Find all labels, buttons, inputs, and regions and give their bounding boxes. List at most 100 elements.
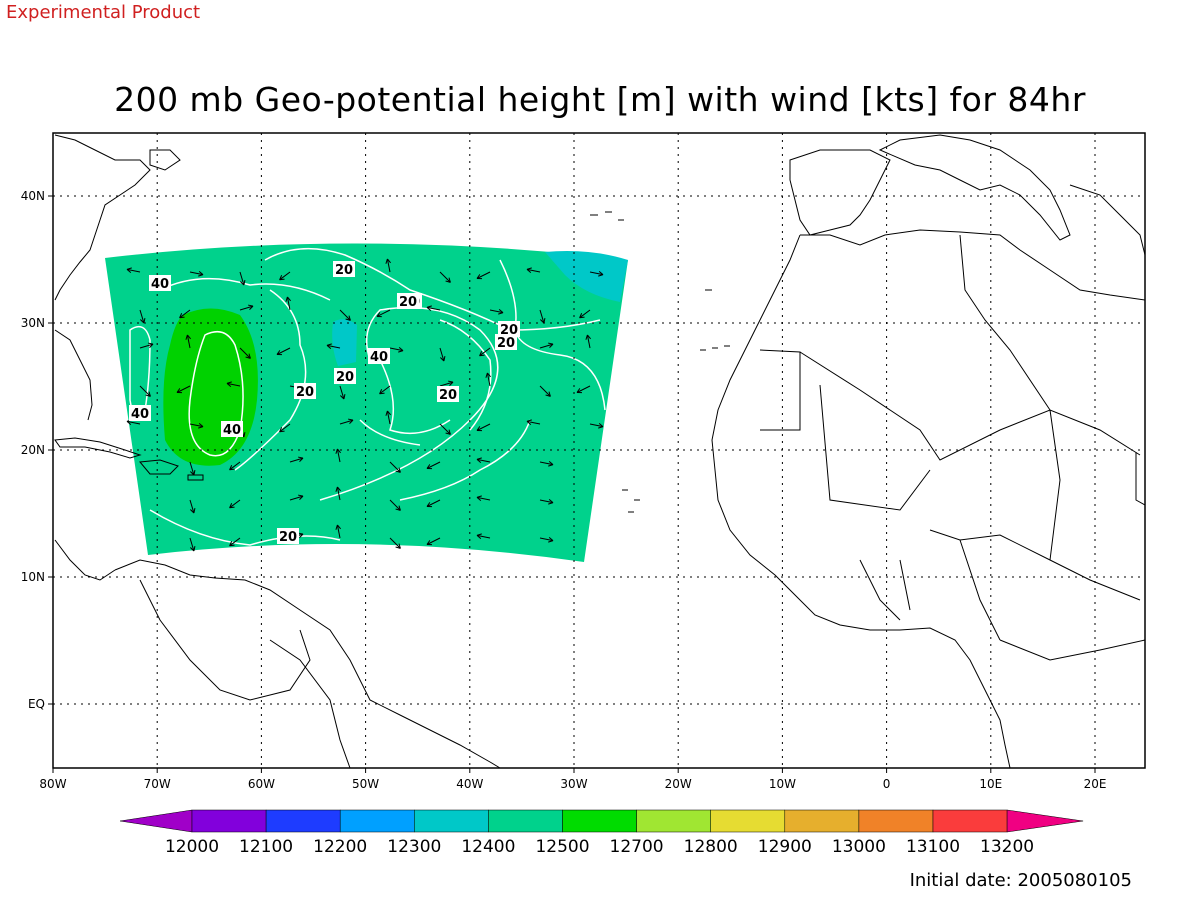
coastline-puerto-rico bbox=[187, 474, 204, 481]
wind-arrow bbox=[289, 456, 304, 463]
wind-arrow bbox=[335, 524, 341, 539]
colorbar-label: 12300 bbox=[387, 837, 441, 857]
contour-label: 40 bbox=[368, 348, 390, 365]
coastline-florida bbox=[54, 329, 93, 421]
wind-arrow bbox=[526, 419, 541, 425]
lon-label: 70W bbox=[144, 777, 171, 791]
wind-arrow bbox=[539, 309, 546, 324]
contour-label: 20 bbox=[397, 293, 419, 310]
wind-arrow bbox=[326, 343, 341, 349]
wind-arrow bbox=[279, 423, 291, 433]
page-title: 200 mb Geo-potential height [m] with win… bbox=[114, 80, 1086, 119]
wind-arrow bbox=[279, 271, 291, 281]
wind-arrow bbox=[476, 533, 491, 539]
colorbar-label: 12500 bbox=[535, 837, 589, 857]
wind-arrow bbox=[179, 309, 191, 319]
colorbar-label: 12800 bbox=[684, 837, 738, 857]
colorbar-swatch bbox=[339, 809, 415, 833]
border-south-america bbox=[139, 579, 311, 701]
wind-arrow bbox=[439, 423, 451, 435]
colorbar-swatch bbox=[562, 809, 637, 833]
island-canaries bbox=[700, 345, 730, 351]
island-cape-verde bbox=[622, 489, 640, 513]
wind-arrow bbox=[339, 385, 346, 400]
wind-arrow bbox=[476, 495, 491, 501]
colorbar-label: 12400 bbox=[461, 837, 515, 857]
contour-line bbox=[319, 306, 499, 501]
border-africa-3 bbox=[819, 384, 931, 511]
wind-arrow bbox=[539, 342, 554, 349]
lat-label: 10N bbox=[21, 570, 45, 584]
contour-line bbox=[234, 289, 307, 471]
coastline-north-america bbox=[54, 134, 151, 301]
contour-line bbox=[499, 259, 606, 411]
colorbar-swatch bbox=[932, 809, 1008, 833]
wind-arrow bbox=[126, 267, 141, 273]
wind-arrow bbox=[579, 309, 591, 319]
wind-arrow bbox=[189, 461, 196, 476]
lon-label: 10W bbox=[769, 777, 796, 791]
wind-arrow bbox=[229, 461, 241, 471]
wind-arrow bbox=[426, 499, 441, 508]
contour-line bbox=[439, 319, 492, 431]
svg-text:20: 20 bbox=[336, 370, 354, 385]
border-south-america-2 bbox=[269, 639, 351, 769]
lat-label: 40N bbox=[21, 189, 45, 203]
svg-text:40: 40 bbox=[223, 423, 241, 438]
lon-label: 30W bbox=[560, 777, 587, 791]
coastline-balkans bbox=[1069, 184, 1146, 256]
wind-arrow bbox=[389, 461, 401, 473]
contour-label: 20 bbox=[294, 383, 316, 400]
wind-arrow bbox=[476, 457, 491, 463]
wind-arrow bbox=[379, 385, 391, 395]
wind-arrow bbox=[229, 499, 241, 509]
wind-arrow bbox=[239, 347, 251, 359]
colorbar-swatch bbox=[488, 809, 563, 833]
wind-arrow bbox=[389, 499, 401, 511]
coastline-south-america bbox=[114, 559, 501, 769]
svg-text:40: 40 bbox=[370, 350, 388, 365]
colorbar-label: 12700 bbox=[610, 837, 664, 857]
border-africa-2 bbox=[799, 351, 1141, 461]
wind-arrow bbox=[189, 271, 204, 277]
colorbar-swatch bbox=[710, 809, 786, 833]
wind-arrow bbox=[276, 347, 291, 356]
wind-arrow bbox=[176, 385, 191, 394]
lon-label: 0 bbox=[883, 777, 891, 791]
coastline-africa bbox=[711, 229, 1146, 769]
contour-line bbox=[379, 359, 451, 435]
contour-line bbox=[149, 509, 341, 546]
wind-arrow bbox=[576, 385, 591, 394]
colorbar-label: 12900 bbox=[758, 837, 812, 857]
border-africa-6 bbox=[859, 539, 1001, 641]
colorbar-swatch bbox=[858, 809, 934, 833]
wind-arrow bbox=[376, 309, 391, 318]
coastline-europe bbox=[878, 134, 1071, 241]
colorbar-arrow-left bbox=[119, 809, 193, 833]
wind-arrow bbox=[439, 380, 454, 387]
coastline-nova-scotia bbox=[149, 149, 181, 171]
svg-text:20: 20 bbox=[399, 295, 417, 310]
wind-arrow bbox=[389, 537, 401, 549]
height-field-low-east bbox=[545, 251, 628, 302]
svg-text:40: 40 bbox=[131, 407, 149, 422]
wind-arrow bbox=[539, 461, 554, 467]
wind-arrow bbox=[335, 486, 341, 501]
lon-label: 60W bbox=[248, 777, 275, 791]
wind-arrow bbox=[139, 309, 146, 324]
wind-arrow bbox=[239, 304, 254, 311]
lat-lon-grid bbox=[53, 133, 1145, 768]
wind-arrow bbox=[485, 372, 491, 387]
wind-arrow bbox=[589, 271, 604, 277]
lon-label: 10E bbox=[979, 777, 1002, 791]
lon-label: 50W bbox=[352, 777, 379, 791]
wind-arrow bbox=[476, 271, 491, 280]
lon-label: 20W bbox=[665, 777, 692, 791]
contour-label: 40 bbox=[221, 421, 243, 438]
island-azores bbox=[590, 211, 624, 221]
coastline-central-america bbox=[54, 539, 116, 581]
lon-label: 40W bbox=[456, 777, 483, 791]
contour-label: 20 bbox=[277, 528, 299, 545]
wind-arrow bbox=[479, 347, 491, 357]
wind-arrow bbox=[539, 537, 554, 543]
